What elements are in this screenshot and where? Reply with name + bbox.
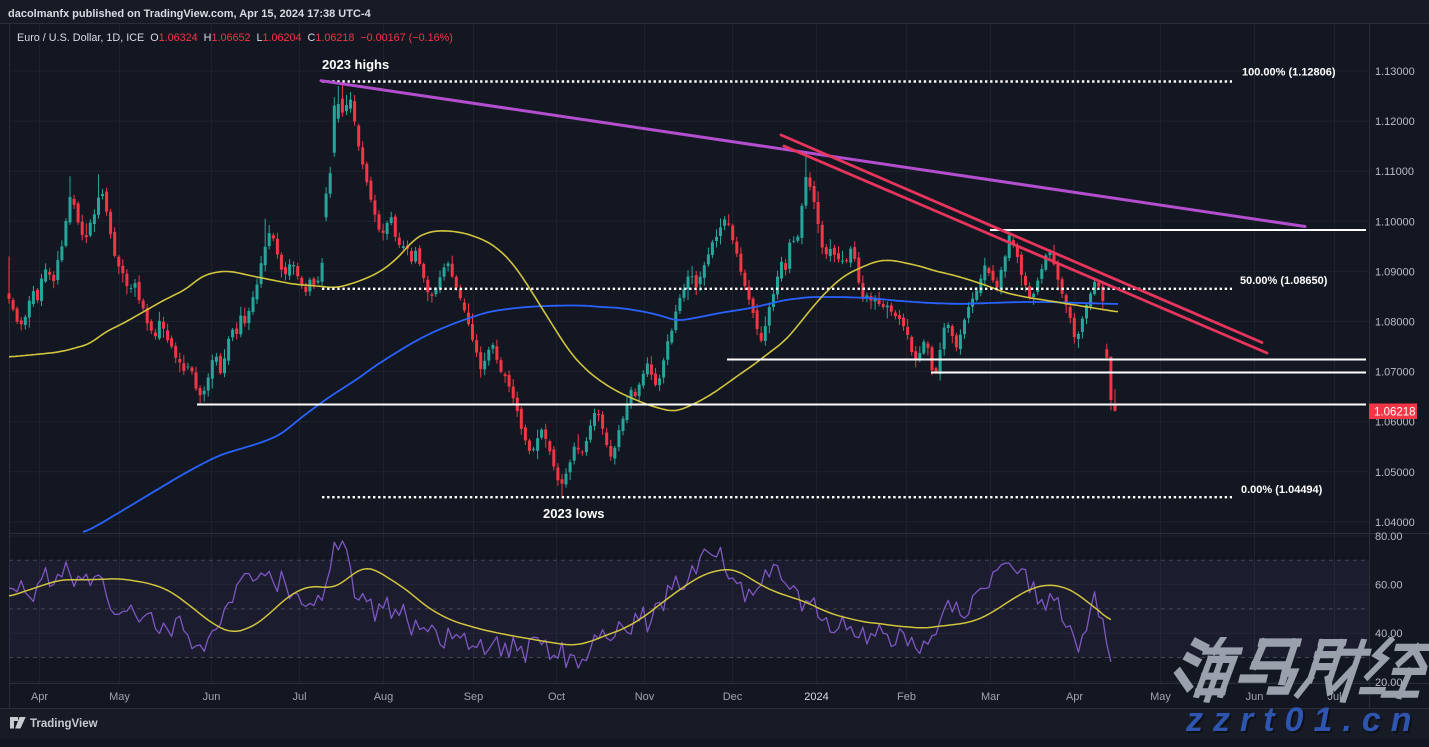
svg-text:100.00% (1.12806): 100.00% (1.12806) (1242, 67, 1336, 79)
svg-text:Aug: Aug (374, 691, 394, 703)
svg-text:Euro / U.S. Dollar, 1D, ICE O: Euro / U.S. Dollar, 1D, ICE O1.06324 H1.… (17, 32, 453, 44)
svg-text:1.05000: 1.05000 (1375, 467, 1415, 479)
svg-text:1.08000: 1.08000 (1375, 317, 1415, 329)
svg-text:1.11000: 1.11000 (1375, 166, 1414, 178)
svg-text:1.09000: 1.09000 (1375, 266, 1415, 278)
svg-text:Apr: Apr (1066, 691, 1083, 703)
svg-text:Apr: Apr (31, 691, 48, 703)
svg-text:Jun: Jun (1246, 691, 1264, 703)
svg-text:Feb: Feb (897, 691, 916, 703)
svg-text:Oct: Oct (548, 691, 565, 703)
svg-text:Jun: Jun (203, 691, 221, 703)
svg-text:40.00: 40.00 (1375, 628, 1403, 640)
svg-text:Jul: Jul (292, 691, 306, 703)
svg-text:80.00: 80.00 (1375, 531, 1403, 543)
svg-text:dacolmanfx published on Tradin: dacolmanfx published on TradingView.com,… (8, 8, 372, 20)
svg-text:1.07000: 1.07000 (1375, 367, 1415, 379)
svg-text:Nov: Nov (635, 691, 655, 703)
svg-text:1.13000: 1.13000 (1375, 66, 1415, 78)
svg-text:60.00: 60.00 (1375, 580, 1403, 592)
svg-text:1.04000: 1.04000 (1375, 517, 1415, 529)
svg-text:1.12000: 1.12000 (1375, 116, 1415, 128)
svg-text:Mar: Mar (981, 691, 1000, 703)
svg-text:May: May (109, 691, 130, 703)
svg-text:TradingView: TradingView (30, 718, 98, 730)
svg-text:1.06000: 1.06000 (1375, 417, 1415, 429)
svg-text:May: May (1150, 691, 1171, 703)
svg-text:2023 lows: 2023 lows (543, 506, 604, 521)
svg-text:2023 highs: 2023 highs (322, 57, 389, 72)
svg-text:0.00% (1.04494): 0.00% (1.04494) (1241, 484, 1323, 496)
svg-text:1.10000: 1.10000 (1375, 216, 1415, 228)
svg-text:Dec: Dec (723, 691, 743, 703)
svg-text:Sep: Sep (464, 691, 484, 703)
svg-text:2024: 2024 (804, 691, 828, 703)
svg-text:1.06218: 1.06218 (1374, 407, 1416, 419)
svg-text:20.00: 20.00 (1375, 677, 1403, 689)
svg-text:50.00% (1.08650): 50.00% (1.08650) (1240, 275, 1328, 287)
